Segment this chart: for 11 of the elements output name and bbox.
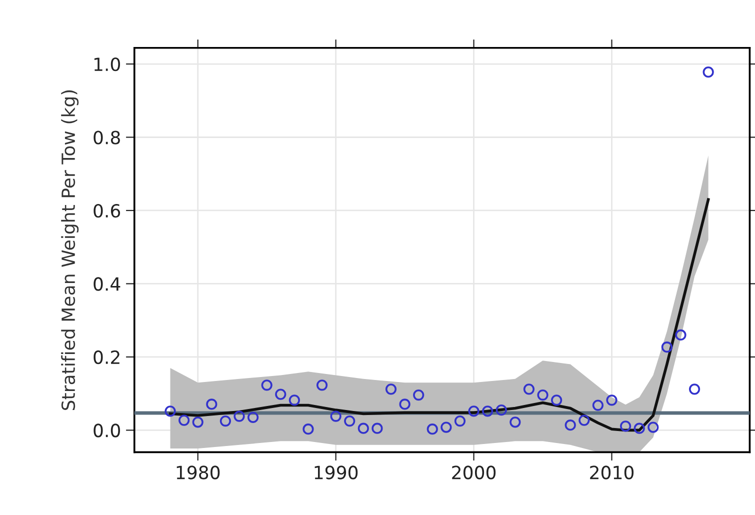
x-tick-label: 2000 (452, 466, 496, 480)
y-tick-label: 1.0 (94, 57, 120, 72)
y-axis-title: Stratified Mean Weight Per Tow (kg) (61, 90, 79, 410)
y-tick-label: 0.8 (94, 130, 120, 144)
x-tick-label: 1990 (314, 466, 358, 480)
y-tick-label: 0.4 (94, 277, 120, 291)
y-tick-label: 0.0 (94, 424, 120, 438)
x-tick-label: 2010 (590, 466, 634, 480)
y-tick-label: 0.6 (94, 204, 120, 218)
x-tick-label: 1980 (176, 466, 220, 480)
y-tick-label: 0.2 (94, 350, 120, 364)
